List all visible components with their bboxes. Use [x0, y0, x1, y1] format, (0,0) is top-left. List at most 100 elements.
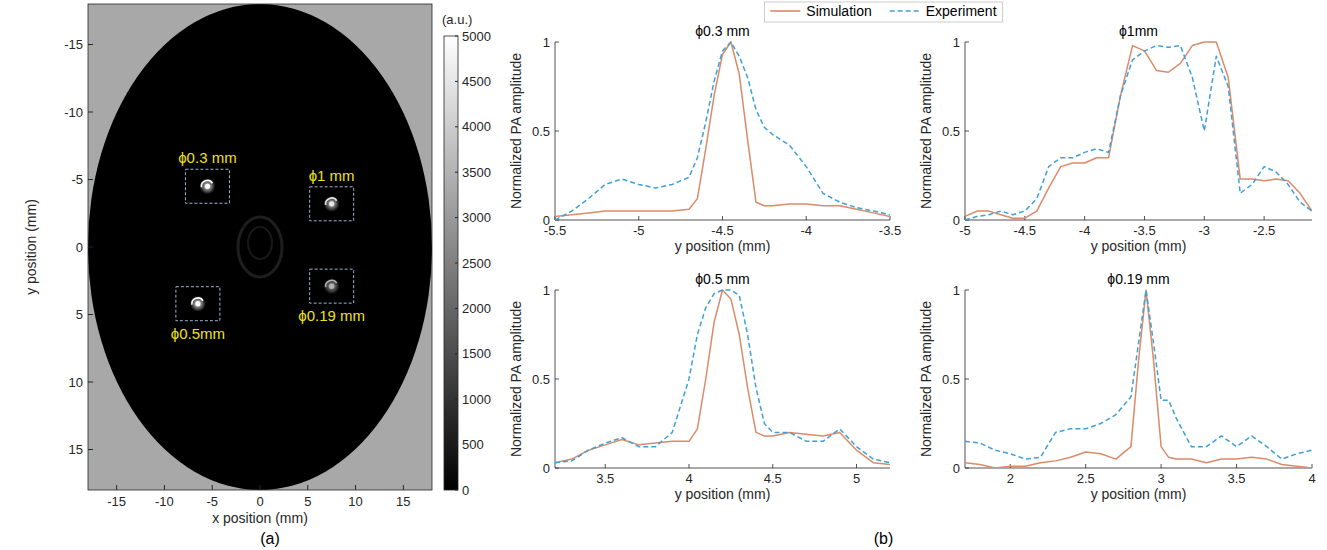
x-tick-label: 5: [304, 494, 311, 509]
x-tick-label: 0: [256, 494, 263, 509]
line-panel: -5-4.5-4-3.5-3-2.500.51ϕ1mmy position (m…: [918, 23, 1312, 254]
lines: [555, 290, 890, 464]
series-line: [965, 46, 1312, 220]
colorbar-tick-label: 4500: [462, 74, 491, 89]
x-tick: [806, 216, 807, 220]
panel-label: (a): [260, 530, 280, 547]
spot: [324, 196, 340, 212]
x-tick-label: -3: [1199, 223, 1211, 238]
y-axis-title: y position (mm): [23, 199, 39, 295]
series-line: [965, 290, 1312, 468]
x-tick: [772, 464, 773, 468]
spot-core: [195, 301, 200, 306]
spot-box: [310, 187, 354, 221]
spot-label: ϕ1 mm: [309, 167, 355, 184]
x-tick: [212, 485, 213, 490]
x-tick-label: 3.5: [596, 471, 614, 486]
y-tick: [88, 314, 93, 315]
y-tick-label: 0.5: [942, 124, 960, 139]
x-tick-label: -5: [206, 494, 218, 509]
colorbar-tick: [455, 399, 458, 400]
x-tick-label: -15: [107, 494, 126, 509]
x-tick-label: 3: [1158, 471, 1165, 486]
x-tick: [116, 485, 117, 490]
plot-title: ϕ0.3 mm: [695, 23, 750, 39]
image-background: [88, 4, 432, 490]
y-tick-label: 0.5: [532, 372, 550, 387]
figure: ϕ0.3 mmϕ1 mmϕ0.19 mmϕ0.5mm-15-10-5051015…: [0, 0, 1327, 550]
artefact: [238, 217, 282, 277]
y-tick-label: -15: [64, 37, 83, 52]
x-tick-label: 4: [1308, 471, 1315, 486]
y-tick: [965, 379, 969, 380]
spot-label: ϕ0.19 mm: [298, 307, 365, 324]
y-tick-label: 0: [953, 213, 960, 228]
lines: [965, 290, 1312, 468]
panel-label: (b): [874, 530, 894, 547]
x-axis-title: y position (mm): [675, 238, 771, 254]
colorbar-tick: [455, 353, 458, 354]
y-tick-label: -5: [71, 172, 83, 187]
spot-box: [185, 169, 229, 203]
y-tick: [555, 290, 559, 291]
x-tick: [403, 485, 404, 490]
y-tick: [555, 379, 559, 380]
colorbar-tick-label: 0: [462, 483, 469, 498]
y-tick: [88, 247, 93, 248]
y-tick-label: 0: [953, 461, 960, 476]
x-tick-label: 4: [685, 471, 692, 486]
x-tick-label: -3.5: [1133, 223, 1155, 238]
colorbar-tick-label: 500: [462, 437, 484, 452]
line-panel: 3.544.5500.51ϕ0.5 mmy position (mm)Norma…: [508, 271, 890, 502]
x-tick-label: -5: [959, 223, 971, 238]
colorbar-tick-label: 4000: [462, 119, 491, 134]
x-tick-label: 4.5: [764, 471, 782, 486]
y-axis-title: Normalized PA amplitude: [918, 301, 934, 457]
x-tick-label: 5: [853, 471, 860, 486]
x-tick-label: 2: [1007, 471, 1014, 486]
y-tick-label: 5: [76, 307, 83, 322]
y-tick-label: 0: [76, 240, 83, 255]
y-axis-title: Normalized PA amplitude: [918, 53, 934, 209]
y-tick: [88, 449, 93, 450]
x-tick-label: 2.5: [1077, 471, 1095, 486]
legend: Simulation Experiment: [764, 2, 1002, 22]
x-axis-title: y position (mm): [1091, 238, 1187, 254]
x-axis-title: x position (mm): [212, 510, 308, 526]
x-tick-label: -3.5: [879, 223, 901, 238]
legend-label: Simulation: [806, 3, 871, 19]
series-line: [555, 290, 890, 464]
y-tick-label: 0: [543, 213, 550, 228]
line-panel: -5.5-5-4.5-4-3.500.51ϕ0.3 mmy position (…: [508, 23, 901, 254]
y-tick: [555, 468, 559, 469]
x-tick-label: -2.5: [1253, 223, 1275, 238]
y-tick-label: 1: [543, 35, 550, 50]
y-tick-label: 15: [69, 442, 83, 457]
y-tick-label: 1: [953, 35, 960, 50]
colorbar-tick: [455, 217, 458, 218]
colorbar-tick: [455, 172, 458, 173]
image-panel: ϕ0.3 mmϕ1 mmϕ0.19 mmϕ0.5mm-15-10-5051015…: [23, 4, 491, 547]
x-tick: [355, 485, 356, 490]
y-axis-title: Normalized PA amplitude: [508, 53, 524, 209]
x-tick: [856, 464, 857, 468]
spot-box: [310, 269, 354, 303]
legend-swatch: [890, 10, 920, 12]
colorbar-tick-label: 5000: [462, 29, 491, 44]
colorbar-tick: [455, 81, 458, 82]
colorbar-tick: [455, 308, 458, 309]
spot-labels: ϕ0.3 mmϕ1 mmϕ0.19 mmϕ0.5mm: [171, 149, 365, 341]
colorbar-label: (a.u.): [442, 12, 472, 27]
legend-label: Experiment: [926, 3, 997, 19]
y-tick-label: -10: [64, 105, 83, 120]
spot-glow: [190, 296, 206, 312]
x-tick: [1204, 216, 1205, 220]
colorbar-tick-label: 3500: [462, 165, 491, 180]
spot-core: [329, 284, 334, 289]
colorbar-tick: [455, 36, 458, 37]
legend-box: [764, 2, 1002, 22]
y-tick: [88, 179, 93, 180]
y-tick-label: 0: [543, 461, 550, 476]
x-tick: [164, 485, 165, 490]
spot-core: [329, 201, 334, 206]
